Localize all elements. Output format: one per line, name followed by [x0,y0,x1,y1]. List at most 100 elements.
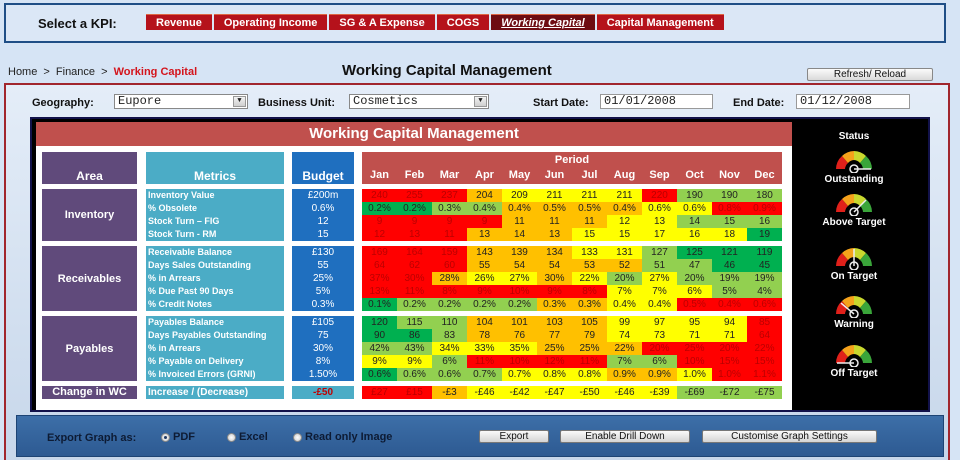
value-cell[interactable]: 46 [712,259,747,272]
value-cell[interactable]: 0.7% [467,368,502,381]
value-cell[interactable]: 13 [397,228,432,241]
value-cell[interactable]: 7% [607,355,642,368]
value-cell[interactable]: 190 [677,189,712,202]
value-cell[interactable]: 131 [607,246,642,259]
value-cell[interactable]: 8% [572,285,607,298]
value-cell[interactable]: 16 [747,215,782,228]
value-cell[interactable]: 13 [467,228,502,241]
value-cell[interactable]: 10% [502,285,537,298]
value-cell[interactable]: 0.3% [432,202,467,215]
value-cell[interactable]: 9% [537,285,572,298]
value-cell[interactable]: 27% [642,272,677,285]
value-cell[interactable]: 0.1% [362,298,397,311]
value-cell[interactable]: 76 [502,329,537,342]
chevron-down-icon[interactable]: ▼ [474,96,487,107]
value-cell[interactable]: 110 [432,316,467,329]
value-cell[interactable]: 0.6% [432,368,467,381]
value-cell[interactable]: 0.6% [397,368,432,381]
value-cell[interactable]: 12 [607,215,642,228]
kpi-tab-capital-management[interactable]: Capital Management [596,14,724,30]
value-cell[interactable]: £15 [397,386,432,399]
value-cell[interactable]: 190 [712,189,747,202]
value-cell[interactable]: 90 [362,329,397,342]
value-cell[interactable]: 240 [362,189,397,202]
value-cell[interactable]: 0.5% [572,202,607,215]
value-cell[interactable]: 0.2% [432,298,467,311]
value-cell[interactable]: 83 [432,329,467,342]
value-cell[interactable]: 0.9% [642,368,677,381]
value-cell[interactable]: 13% [362,285,397,298]
value-cell[interactable]: 121 [712,246,747,259]
value-cell[interactable]: 15 [572,228,607,241]
value-cell[interactable]: -£72 [712,386,747,399]
value-cell[interactable]: 0.2% [397,298,432,311]
value-cell[interactable]: 8% [432,285,467,298]
end-date-input[interactable]: 01/12/2008 [796,94,910,109]
value-cell[interactable]: 71 [677,329,712,342]
value-cell[interactable]: 10% [677,355,712,368]
value-cell[interactable]: 0.4% [607,298,642,311]
value-cell[interactable]: 0.5% [677,298,712,311]
radio-pdf[interactable]: PDF [161,431,195,443]
value-cell[interactable]: 94 [712,316,747,329]
value-cell[interactable]: 139 [502,246,537,259]
value-cell[interactable]: 27% [502,272,537,285]
value-cell[interactable]: 37% [362,272,397,285]
value-cell[interactable]: 15% [747,355,782,368]
value-cell[interactable]: 16 [677,228,712,241]
value-cell[interactable]: 6% [642,355,677,368]
value-cell[interactable]: 143 [467,246,502,259]
value-cell[interactable]: 22% [747,342,782,355]
value-cell[interactable]: 127 [642,246,677,259]
value-cell[interactable]: 9% [397,355,432,368]
value-cell[interactable]: 125 [677,246,712,259]
value-cell[interactable]: 47 [677,259,712,272]
value-cell[interactable]: 42% [362,342,397,355]
value-cell[interactable]: 133 [572,246,607,259]
value-cell[interactable]: 64 [362,259,397,272]
value-cell[interactable]: 0.8% [572,368,607,381]
value-cell[interactable]: 9% [362,355,397,368]
value-cell[interactable]: 6% [677,285,712,298]
value-cell[interactable]: 20% [712,342,747,355]
value-cell[interactable]: -£39 [642,386,677,399]
kpi-tab-revenue[interactable]: Revenue [146,14,212,30]
value-cell[interactable]: 86 [397,329,432,342]
value-cell[interactable]: 11% [572,355,607,368]
value-cell[interactable]: 97 [642,316,677,329]
value-cell[interactable]: 7% [642,285,677,298]
kpi-tab-working-capital[interactable]: Working Capital [491,14,595,30]
value-cell[interactable]: 0.4% [712,298,747,311]
geography-select[interactable]: Eupore ▼ [114,94,248,109]
value-cell[interactable]: £27 [362,386,397,399]
value-cell[interactable]: 30% [397,272,432,285]
value-cell[interactable]: 19% [747,272,782,285]
value-cell[interactable]: 0.6% [747,298,782,311]
value-cell[interactable]: 0.2% [397,202,432,215]
value-cell[interactable]: 0.3% [537,298,572,311]
value-cell[interactable]: 0.9% [607,368,642,381]
value-cell[interactable]: 20% [677,272,712,285]
value-cell[interactable]: 0.5% [537,202,572,215]
value-cell[interactable]: -£46 [467,386,502,399]
start-date-input[interactable]: 01/01/2008 [600,94,713,109]
value-cell[interactable]: 17 [642,228,677,241]
value-cell[interactable]: 211 [537,189,572,202]
value-cell[interactable]: 211 [572,189,607,202]
value-cell[interactable]: 103 [537,316,572,329]
value-cell[interactable]: 51 [642,259,677,272]
value-cell[interactable]: 11 [537,215,572,228]
value-cell[interactable]: 0.6% [677,202,712,215]
value-cell[interactable]: 33% [467,342,502,355]
value-cell[interactable]: 9 [362,215,397,228]
value-cell[interactable]: 11 [502,215,537,228]
value-cell[interactable]: 95 [677,316,712,329]
value-cell[interactable]: 43% [397,342,432,355]
value-cell[interactable]: 12 [362,228,397,241]
customise-graph-settings-button[interactable]: Customise Graph Settings [702,430,877,443]
value-cell[interactable]: 180 [747,189,782,202]
value-cell[interactable]: 0.2% [502,298,537,311]
value-cell[interactable]: 0.4% [467,202,502,215]
value-cell[interactable]: 255 [397,189,432,202]
value-cell[interactable]: 99 [607,316,642,329]
